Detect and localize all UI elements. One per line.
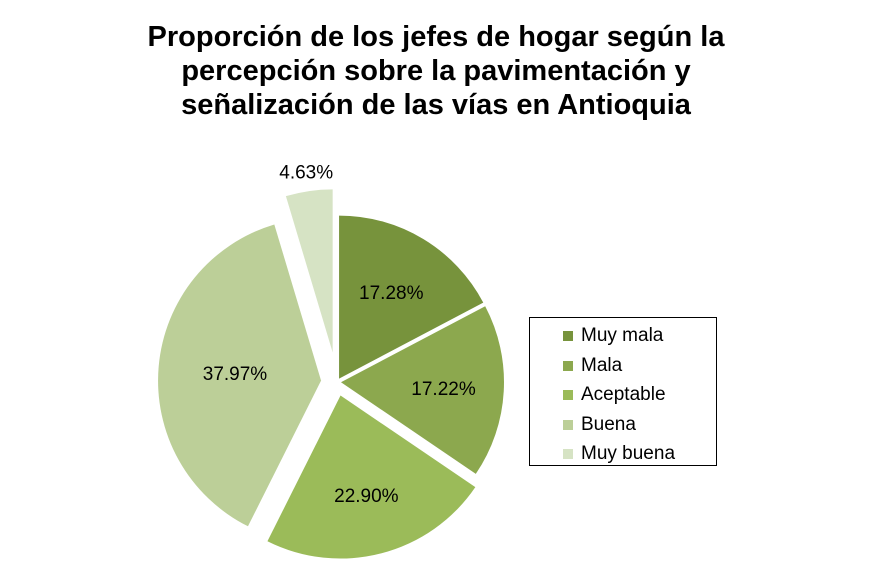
chart-legend: Muy mala Mala Aceptable Buena Muy buena [529,317,717,466]
legend-label-1: Mala [581,354,623,376]
slice-label-2: 22.90% [334,486,399,507]
legend-swatch-4 [563,449,573,459]
pie-slice-0 [339,215,484,379]
pie-slice-1 [340,306,504,474]
legend-swatch-2 [563,390,573,400]
slice-label-0: 17.28% [359,283,424,304]
legend-item-3: Buena [563,413,636,437]
legend-item-4: Muy buena [563,442,675,466]
legend-swatch-3 [563,419,573,430]
slice-label-1: 17.22% [411,379,476,400]
pie-slice-2 [267,395,476,559]
legend-item-2: Aceptable [563,383,666,407]
chart-title: Proporción de los jefes de hogar según l… [0,20,872,122]
legend-item-0: Muy mala [563,324,663,348]
pie-slice-4 [285,189,333,353]
chart-title-line-2: percepción sobre la pavimentación y [181,55,691,87]
legend-swatch-0 [563,331,573,341]
legend-label-2: Aceptable [581,384,666,405]
legend-label-3: Buena [581,413,636,435]
pie-slice-3 [158,224,322,527]
legend-swatch-1 [563,360,573,371]
slice-label-4: 4.63% [279,163,333,184]
legend-label-4: Muy buena [581,443,676,464]
chart-title-line-3: señalización de las vías en Antioquia [181,89,691,121]
slice-label-3: 37.97% [203,364,268,385]
legend-item-1: Mala [563,354,622,378]
legend-label-0: Muy mala [581,325,664,346]
chart-title-line-1: Proporción de los jefes de hogar según l… [147,21,725,53]
